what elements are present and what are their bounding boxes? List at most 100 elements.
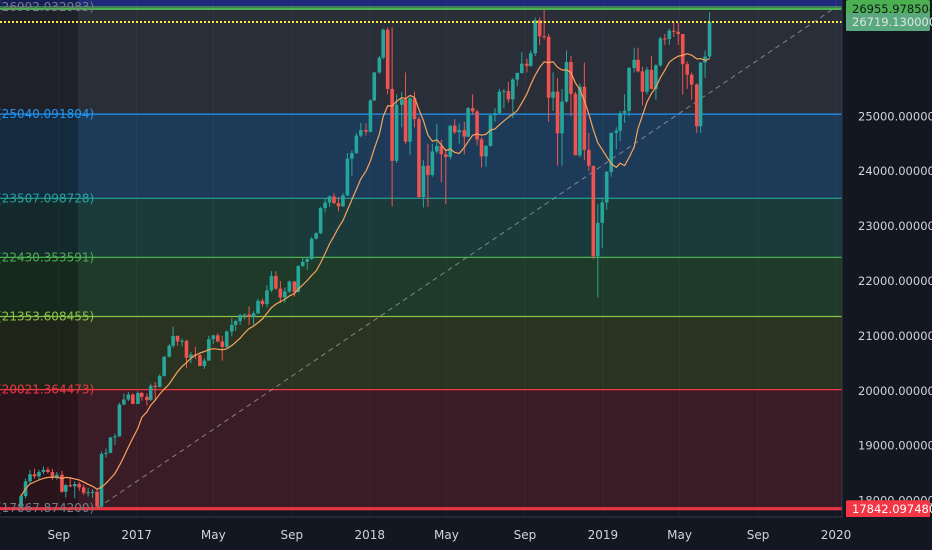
- candle: [278, 281, 283, 303]
- candle-body: [618, 113, 622, 131]
- candle-body: [364, 130, 368, 132]
- candle: [233, 319, 238, 331]
- moving-average-line: [20, 53, 710, 497]
- candle-body: [542, 36, 546, 38]
- candle-body: [663, 38, 667, 40]
- candle: [667, 28, 672, 46]
- price-axis[interactable]: 18000.00000019000.00000020000.0000002100…: [841, 0, 932, 550]
- candle: [171, 326, 175, 348]
- candle-body: [145, 396, 149, 401]
- candle: [55, 471, 59, 480]
- candle-body: [63, 485, 68, 492]
- candle: [305, 257, 309, 271]
- candle: [502, 88, 506, 109]
- candle-body: [260, 300, 265, 305]
- candle-body: [403, 99, 408, 142]
- candle: [430, 143, 435, 177]
- candle: [265, 284, 269, 308]
- candle: [618, 110, 622, 142]
- candle: [28, 469, 32, 485]
- price-label-text: 26719.130000: [852, 15, 932, 29]
- candle-body: [582, 86, 587, 150]
- candle: [230, 318, 234, 337]
- candle-body: [368, 100, 373, 132]
- candle-body: [230, 324, 234, 332]
- candle-body: [32, 474, 37, 477]
- candle: [484, 144, 488, 167]
- candle-body: [256, 300, 260, 314]
- candle-body: [323, 202, 327, 209]
- candle: [591, 165, 596, 260]
- candle: [131, 392, 135, 404]
- candle-body: [703, 56, 707, 63]
- time-axis[interactable]: Sep 2017 May Sep 2018 May Sep 2019 May Sep 2020: [0, 516, 932, 550]
- candle-body: [671, 30, 676, 32]
- candle-body: [689, 74, 694, 85]
- candle-body: [426, 165, 430, 176]
- candle: [632, 47, 636, 73]
- candle-body: [636, 59, 640, 72]
- candle: [104, 448, 108, 458]
- fib-level-label: (25040.091804): [0, 107, 94, 121]
- fib-level-label: (22430.353591): [0, 250, 94, 264]
- candle: [242, 313, 247, 320]
- candle-body: [171, 335, 175, 346]
- candle: [19, 493, 23, 511]
- fib-band: [0, 198, 842, 258]
- candle: [126, 391, 131, 402]
- candle-body: [175, 335, 180, 342]
- candle: [403, 72, 408, 144]
- candle: [663, 34, 667, 46]
- time-tick-label: Sep: [47, 528, 70, 542]
- candle-body: [390, 88, 394, 161]
- candle: [582, 62, 587, 161]
- candle-body: [300, 261, 305, 267]
- candle-body: [108, 437, 113, 453]
- candle-body: [60, 474, 64, 492]
- grid-lines: [58, 0, 837, 517]
- candle: [470, 94, 475, 115]
- candle-body: [95, 491, 99, 507]
- fib-labels-layer: (26992.032983) (25040.091804) (23507.09872…: [0, 0, 94, 515]
- candle: [551, 72, 555, 111]
- candle-body: [479, 139, 484, 157]
- candle-body: [537, 20, 542, 37]
- candle-body: [484, 145, 488, 157]
- candle: [555, 77, 560, 166]
- candle: [162, 356, 166, 377]
- candle-body: [680, 34, 685, 65]
- candle: [421, 160, 426, 208]
- candle-body: [698, 62, 703, 127]
- candle: [654, 64, 658, 100]
- candle: [680, 34, 685, 95]
- candle: [649, 55, 654, 89]
- candle: [336, 197, 341, 212]
- candle-body: [345, 158, 350, 196]
- candle-body: [457, 130, 461, 133]
- candle: [604, 171, 609, 210]
- candle: [573, 91, 578, 156]
- price-tick-label: 20000.000000: [858, 384, 932, 398]
- candle-body: [72, 484, 77, 487]
- candle-body: [350, 153, 354, 159]
- price-label-text: 26955.978504: [852, 2, 932, 16]
- candle-body: [560, 101, 564, 134]
- candle: [274, 271, 278, 290]
- candle-body: [435, 145, 439, 152]
- candle: [37, 469, 41, 480]
- candle-body: [278, 288, 283, 298]
- candle-body: [551, 91, 555, 98]
- candle-body: [19, 496, 23, 507]
- candle-body: [117, 404, 122, 437]
- candle-body: [573, 93, 578, 156]
- candle: [569, 55, 573, 117]
- candle: [157, 374, 162, 388]
- candle-body: [448, 125, 453, 157]
- candle: [658, 36, 663, 67]
- candle-body: [332, 196, 336, 204]
- candle-body: [600, 202, 605, 223]
- candle: [506, 81, 511, 103]
- candle-body: [184, 340, 189, 358]
- candle-body: [493, 113, 497, 116]
